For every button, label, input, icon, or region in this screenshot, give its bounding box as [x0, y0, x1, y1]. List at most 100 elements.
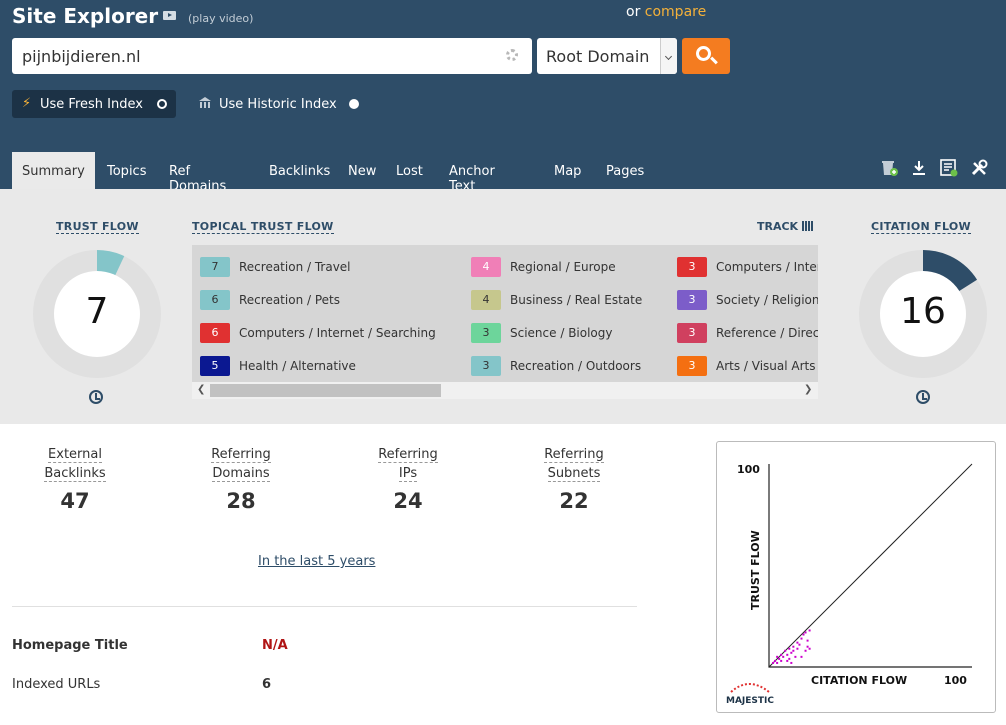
- topic-score: 6: [200, 290, 230, 310]
- trust-flow-value: 7: [85, 291, 109, 332]
- tab-new[interactable]: New: [348, 164, 377, 179]
- scatter-point: [776, 655, 779, 658]
- stat-value: 24: [393, 489, 423, 513]
- topic-label: Recreation / Pets: [239, 293, 340, 307]
- scroll-thumb[interactable]: [210, 384, 441, 397]
- scroll-left-arrow-icon[interactable]: ❮: [197, 384, 206, 395]
- download-icon[interactable]: [910, 159, 928, 177]
- add-to-bucket-icon[interactable]: [880, 159, 898, 177]
- scatter-point: [792, 649, 795, 652]
- scatter-point: [796, 647, 799, 650]
- chevron-down-icon[interactable]: [660, 38, 677, 74]
- diagonal-reference-line: [768, 463, 973, 668]
- tab-map[interactable]: Map: [554, 164, 582, 179]
- y-axis-label: TRUST FLOW: [749, 530, 762, 610]
- historic-index-label: Use Historic Index: [219, 97, 337, 112]
- topic-score: 7: [200, 257, 230, 277]
- tab-backlinks[interactable]: Backlinks: [269, 164, 331, 179]
- topics-scrollbar[interactable]: ❮ ❯: [192, 382, 818, 399]
- scatter-point: [798, 643, 801, 646]
- fresh-index-label: Use Fresh Index: [40, 97, 143, 112]
- stat-referring-subnets[interactable]: Referring Subnets 22: [514, 445, 634, 513]
- topic-label: Health / Alternative: [239, 359, 356, 373]
- lightning-bolt-icon: ⚡: [22, 96, 32, 111]
- topic-label: Computers / Internet / Searching: [239, 326, 436, 340]
- stat-external-backlinks[interactable]: External Backlinks 47: [15, 445, 135, 513]
- stat-label-line1: Referring: [378, 447, 438, 463]
- scatter-point: [788, 647, 791, 650]
- scatter-point: [806, 639, 809, 642]
- tab-summary[interactable]: Summary: [12, 152, 95, 189]
- scatter-plot: 100 100 CITATION FLOW TRUST FLOW MAJESTI…: [726, 463, 973, 706]
- stat-label-line2: IPs: [398, 466, 418, 482]
- fresh-index-radio[interactable]: [157, 99, 167, 109]
- time-period-link[interactable]: In the last 5 years: [258, 554, 376, 569]
- search-input[interactable]: [12, 38, 492, 74]
- historic-index-radio[interactable]: [349, 99, 359, 109]
- scatter-point: [782, 655, 785, 658]
- topic-score: 3: [471, 356, 501, 376]
- scatter-point: [808, 629, 811, 632]
- trust-flow-title[interactable]: TRUST FLOW: [56, 220, 139, 234]
- topical-trust-flow-title[interactable]: TOPICAL TRUST FLOW: [192, 220, 334, 234]
- topic-score: 4: [471, 257, 501, 277]
- scatter-point: [800, 655, 803, 658]
- topic-score: 3: [677, 356, 707, 376]
- gear-icon[interactable]: [506, 49, 518, 61]
- search-button[interactable]: [682, 38, 730, 74]
- historic-index-option[interactable]: Use Historic Index: [196, 90, 371, 118]
- search-icon-handle: [710, 56, 718, 65]
- stat-referring-domains[interactable]: Referring Domains 28: [181, 445, 301, 513]
- scatter-point: [788, 657, 791, 660]
- citation-flow-history-icon[interactable]: [916, 390, 930, 404]
- citation-flow-title[interactable]: CITATION FLOW: [871, 220, 971, 234]
- track-label[interactable]: TRACK: [757, 220, 799, 233]
- compare-link[interactable]: compare: [644, 4, 707, 20]
- track-bars-icon[interactable]: [802, 221, 814, 231]
- x-axis-label: CITATION FLOW: [811, 674, 907, 687]
- scatter-point: [804, 649, 807, 652]
- stat-referring-ips[interactable]: Referring IPs 24: [348, 445, 468, 513]
- topic-label: Arts / Visual Arts: [716, 359, 816, 373]
- tab-pages[interactable]: Pages: [606, 164, 645, 179]
- scope-select-value: Root Domain: [546, 47, 650, 66]
- gauge-arc: [922, 250, 978, 292]
- scatter-point: [808, 647, 811, 650]
- report-icon[interactable]: [940, 159, 958, 177]
- scatter-point: [784, 649, 787, 652]
- tab-anchor-text[interactable]: Anchor Text: [449, 164, 495, 194]
- tools-icon[interactable]: [970, 159, 988, 177]
- tab-topics[interactable]: Topics: [107, 164, 147, 179]
- trust-flow-history-icon[interactable]: [89, 390, 103, 404]
- search-icon: [696, 46, 711, 61]
- stat-label-line1: External: [48, 447, 102, 463]
- scope-select[interactable]: Root Domain: [537, 38, 677, 74]
- tab-ref-domains[interactable]: Ref Domains: [169, 164, 227, 194]
- topic-score: 3: [677, 257, 707, 277]
- scatter-point: [780, 659, 783, 662]
- scatter-point: [772, 661, 775, 664]
- x-max-label: 100: [944, 674, 967, 687]
- topic-label: Business / Real Estate: [510, 293, 643, 307]
- scatter-point: [780, 653, 783, 656]
- flow-metrics-chart[interactable]: 100 100 CITATION FLOW TRUST FLOW MAJESTI…: [716, 441, 996, 713]
- bank-icon: [199, 97, 212, 108]
- topic-label: Science / Biology: [510, 326, 613, 340]
- topic-score: 5: [200, 356, 230, 376]
- trust-flow-gauge: [33, 250, 161, 378]
- play-video-icon[interactable]: [163, 11, 176, 20]
- topic-label: Computers / Inter: [716, 260, 818, 274]
- topic-score: 6: [200, 323, 230, 343]
- stat-label-line2: Subnets: [547, 466, 601, 482]
- scatter-point: [802, 633, 805, 636]
- tab-lost[interactable]: Lost: [396, 164, 423, 179]
- topic-score: 3: [471, 323, 501, 343]
- scroll-right-arrow-icon[interactable]: ❯: [804, 384, 813, 395]
- homepage-title-value: N/A: [262, 638, 288, 653]
- fresh-index-option[interactable]: ⚡ Use Fresh Index: [12, 90, 176, 118]
- y-max-label: 100: [737, 463, 760, 476]
- gauge-center: [880, 271, 966, 357]
- play-video-link[interactable]: (play video): [188, 12, 254, 25]
- topical-trust-flow-panel: 7 Recreation / Travel 6 Recreation / Pet…: [192, 245, 818, 399]
- stat-label-line1: Referring: [544, 447, 604, 463]
